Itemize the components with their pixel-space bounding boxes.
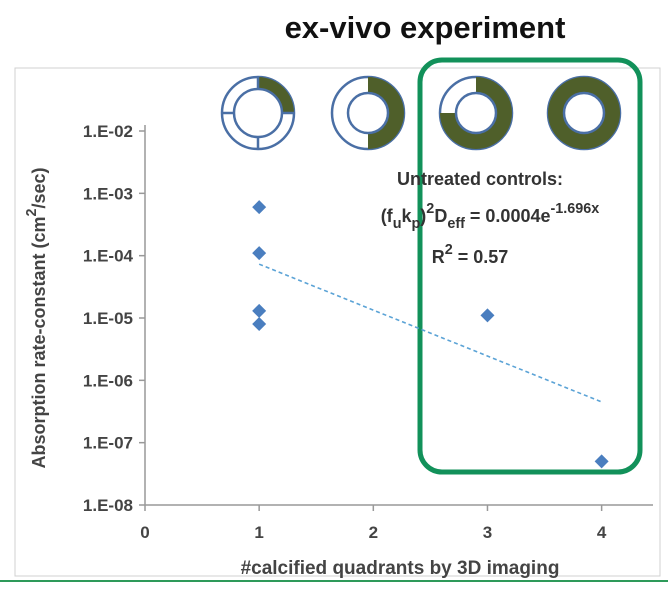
trendline <box>258 263 602 403</box>
icon-fill <box>440 77 512 149</box>
x-tick-label: 2 <box>369 523 378 542</box>
text-part: = 0.0004e <box>465 206 551 226</box>
text-part: 2 <box>24 208 40 216</box>
highlight-box <box>417 57 643 475</box>
data-point <box>480 308 495 323</box>
data-point <box>252 200 267 215</box>
data-point <box>252 246 267 261</box>
y-tick-label: 1.E-06 <box>83 371 133 390</box>
y-tick-label: 1.E-04 <box>83 247 134 266</box>
text-part: k <box>401 206 412 226</box>
text-part: /sec) <box>29 167 49 208</box>
data-point <box>252 303 267 318</box>
text-part: 2 <box>426 201 434 217</box>
icon-inner <box>346 91 390 135</box>
text-part: Absorption rate-constant (cm <box>29 217 49 469</box>
y-tick-label: 1.E-08 <box>83 496 133 515</box>
x-tick-label: 3 <box>483 523 492 542</box>
chart-title: ex-vivo experiment <box>285 10 566 45</box>
icon-fill <box>547 77 620 149</box>
y-tick-label: 1.E-03 <box>83 184 133 203</box>
x-axis-label: #calcified quadrants by 3D imaging <box>241 558 560 579</box>
y-tick-label: 1.E-05 <box>83 309 133 328</box>
data-point <box>594 454 609 469</box>
x-tick-label: 4 <box>597 523 607 542</box>
text-part: ) <box>420 206 426 226</box>
y-tick-label: 1.E-07 <box>83 434 133 453</box>
rich-text: (fukp)2Deff = 0.0004e-1.696x <box>381 201 600 232</box>
icon-inner <box>454 91 498 135</box>
icon-fill <box>258 77 294 113</box>
y-tick-label: 1.E-02 <box>83 122 133 141</box>
rich-text: Untreated controls: <box>397 169 563 189</box>
text-part: p <box>412 216 421 232</box>
quadrant-icons <box>220 75 622 151</box>
chart-frame <box>14 67 661 577</box>
text-part: u <box>393 216 402 232</box>
x-tick-label: 0 <box>140 523 149 542</box>
icon-inner <box>232 87 284 139</box>
x-tick-label: 1 <box>254 523 263 542</box>
text-part: -1.696x <box>551 201 600 217</box>
text-part: (f <box>381 206 394 226</box>
icon-inner <box>562 91 606 135</box>
text-part: eff <box>447 216 465 232</box>
text-part: Untreated controls: <box>397 169 563 189</box>
rich-text: R2 = 0.57 <box>432 242 509 267</box>
text-part: D <box>434 206 447 226</box>
text-part: = 0.57 <box>453 247 509 267</box>
text-part: 2 <box>445 242 453 258</box>
text-part: R <box>432 247 445 267</box>
rich-text: Absorption rate-constant (cm2/sec) <box>24 167 49 468</box>
data-point <box>252 317 267 332</box>
